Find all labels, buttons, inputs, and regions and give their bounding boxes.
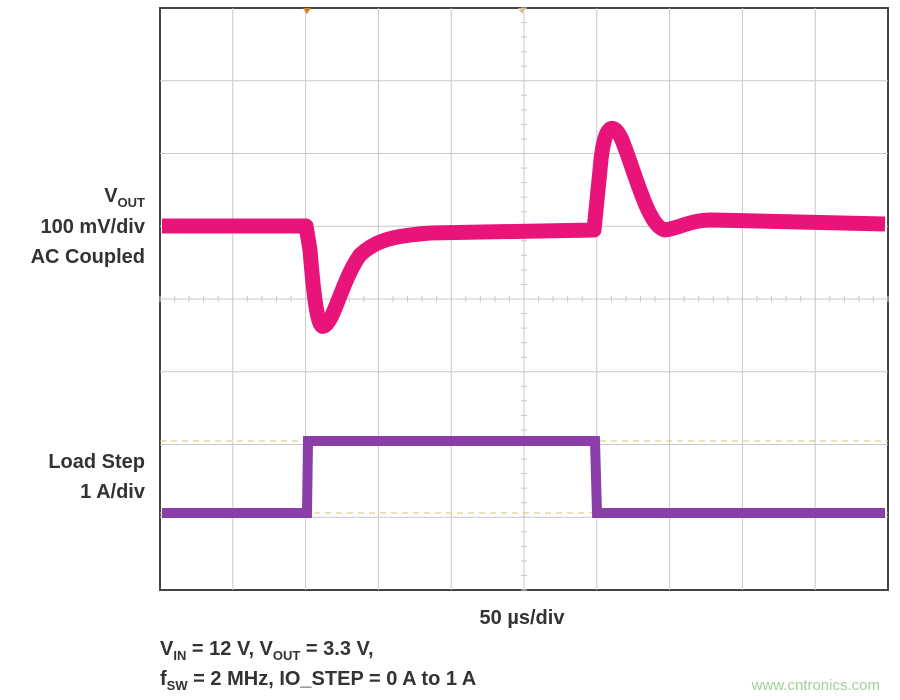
channel-label: Load Step — [48, 451, 145, 473]
caption-text: f — [160, 668, 167, 690]
channel-scale: 1 A/div — [80, 481, 146, 503]
label-subscript: OUT — [118, 195, 146, 210]
caption-text: = 3.3 V, — [300, 638, 373, 660]
channel-scale: 100 mV/div — [40, 216, 145, 238]
caption-line: VIN = 12 V, VOUT = 3.3 V, — [160, 638, 374, 663]
caption-text: V — [160, 638, 174, 660]
caption-line: fSW = 2 MHz, IO_STEP = 0 A to 1 A — [160, 668, 476, 693]
caption-subscript: OUT — [273, 648, 301, 663]
watermark: www.cntronics.com — [751, 677, 880, 694]
caption-subscript: SW — [167, 678, 189, 693]
trigger-marker — [518, 8, 526, 14]
vout-trace — [162, 121, 886, 334]
channel-coupling: AC Coupled — [31, 246, 145, 268]
trigger-marker — [303, 8, 311, 14]
channel-label: VOUT — [104, 185, 145, 210]
label-text: V — [104, 185, 118, 207]
caption-text: = 2 MHz, IO_STEP = 0 A to 1 A — [188, 668, 477, 690]
caption-subscript: IN — [173, 648, 186, 663]
time-scale: 50 µs/div — [480, 607, 566, 629]
load-trace — [162, 436, 885, 518]
caption-text: = 12 V, V — [186, 638, 273, 660]
